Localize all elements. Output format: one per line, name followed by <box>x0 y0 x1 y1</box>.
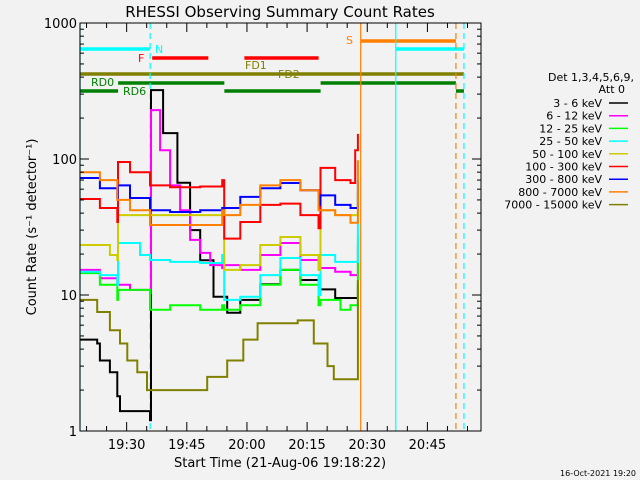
series-line-7 <box>80 160 359 226</box>
flag-label-fd1: FD1 <box>245 59 267 72</box>
flag-label-s: S <box>346 34 353 47</box>
y-tick-label: 1000 <box>44 17 77 32</box>
flag-label-rd0: RD0 <box>91 76 114 89</box>
legend-header-1: Det 1,3,4,5,6,9, <box>548 71 634 84</box>
footer-timestamp: 16-Oct-2021 19:20 <box>560 469 636 478</box>
legend-label: 100 - 300 keV <box>525 161 602 174</box>
series-line-5 <box>80 133 359 240</box>
legend-label: 12 - 25 keV <box>539 122 602 135</box>
chart-title: RHESSI Observing Summary Count Rates <box>125 3 435 21</box>
plot-frame <box>79 22 482 432</box>
series-line-1 <box>80 109 359 295</box>
legend-label: 3 - 6 keV <box>553 97 602 110</box>
legend-label: 800 - 7000 keV <box>518 186 602 199</box>
flag-bars: S NF FD1 FD2 RD0 RD6 <box>80 34 464 98</box>
x-tick-label: 20:00 <box>228 438 265 453</box>
series-line-6 <box>80 177 359 213</box>
legend-label: 300 - 800 keV <box>525 173 602 186</box>
x-tick-label: 20:30 <box>349 438 386 453</box>
series-lines <box>80 89 359 422</box>
x-axis-label: Start Time (21-Aug-06 19:18:22) <box>174 456 386 471</box>
x-tick-label: 19:45 <box>168 438 205 453</box>
y-tick-label: 100 <box>52 153 77 168</box>
legend-header-2: Att 0 <box>599 83 625 96</box>
legend-label: 25 - 50 keV <box>539 135 602 148</box>
y-axis-label: Count Rate (s⁻¹ detector⁻¹) <box>25 139 40 316</box>
x-tick-label: 20:45 <box>409 438 446 453</box>
flag-label-f: F <box>138 52 144 65</box>
y-tick-label: 10 <box>60 289 77 304</box>
y-tick-label: 1 <box>69 425 77 440</box>
axes: 1 10 100 1000 19:30 19:45 20:00 20:15 20:30 20:45 <box>44 17 482 453</box>
x-tick-label: 20:15 <box>288 438 325 453</box>
series-line-4 <box>80 190 359 271</box>
series-line-2 <box>80 235 359 311</box>
series-line-8 <box>80 280 359 392</box>
flag-label-fd2: FD2 <box>278 68 300 81</box>
flag-label-n: N <box>155 43 163 56</box>
legend-label: 7000 - 15000 keV <box>504 199 602 212</box>
flag-label-rd6: RD6 <box>123 85 146 98</box>
x-tick-label: 19:30 <box>108 438 145 453</box>
legend-label: 6 - 12 keV <box>546 110 602 123</box>
legend-label: 50 - 100 keV <box>532 148 602 161</box>
